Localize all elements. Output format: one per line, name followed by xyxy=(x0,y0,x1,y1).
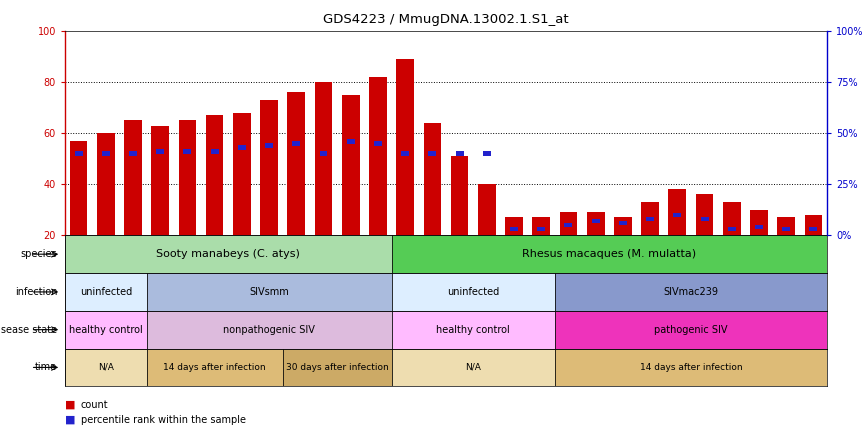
Bar xyxy=(397,59,414,235)
Bar xyxy=(74,151,82,156)
Text: uninfected: uninfected xyxy=(80,287,132,297)
Bar xyxy=(314,82,333,235)
Bar xyxy=(559,212,578,235)
Bar xyxy=(369,77,387,235)
Bar xyxy=(282,349,391,386)
Bar xyxy=(805,215,822,235)
Text: GDS4223 / MmugDNA.13002.1.S1_at: GDS4223 / MmugDNA.13002.1.S1_at xyxy=(323,13,569,26)
Text: healthy control: healthy control xyxy=(436,325,510,335)
Bar xyxy=(810,227,818,231)
Text: N/A: N/A xyxy=(465,363,481,372)
Text: ■: ■ xyxy=(65,400,75,410)
Bar xyxy=(260,100,278,235)
Bar xyxy=(210,149,218,154)
Bar xyxy=(65,273,146,311)
Text: 14 days after infection: 14 days after infection xyxy=(164,363,266,372)
Bar xyxy=(238,145,246,150)
Bar xyxy=(146,311,391,349)
Bar xyxy=(565,223,572,227)
Bar xyxy=(320,151,327,156)
Bar xyxy=(587,212,604,235)
Bar xyxy=(505,218,523,235)
Bar xyxy=(391,311,555,349)
Bar xyxy=(152,126,169,235)
Bar xyxy=(65,311,146,349)
Bar xyxy=(129,151,137,156)
Text: Rhesus macaques (M. mulatta): Rhesus macaques (M. mulatta) xyxy=(522,249,696,259)
Bar xyxy=(483,151,491,156)
Bar xyxy=(646,217,654,221)
Text: Sooty manabeys (C. atys): Sooty manabeys (C. atys) xyxy=(157,249,301,259)
Bar xyxy=(619,221,627,226)
Bar xyxy=(778,218,795,235)
Text: species: species xyxy=(21,249,57,259)
Bar xyxy=(206,115,223,235)
Bar xyxy=(65,235,391,273)
Text: 30 days after infection: 30 days after infection xyxy=(286,363,389,372)
Bar xyxy=(591,219,599,223)
Bar xyxy=(478,184,495,235)
Bar xyxy=(97,133,114,235)
Text: SIVsmm: SIVsmm xyxy=(249,287,289,297)
Bar xyxy=(674,213,682,217)
Text: pathogenic SIV: pathogenic SIV xyxy=(654,325,727,335)
Text: percentile rank within the sample: percentile rank within the sample xyxy=(81,415,246,425)
Bar xyxy=(555,273,827,311)
Text: ■: ■ xyxy=(65,415,75,425)
Bar xyxy=(65,349,146,386)
Bar xyxy=(374,141,382,146)
Text: nonpathogenic SIV: nonpathogenic SIV xyxy=(223,325,315,335)
Bar xyxy=(342,95,359,235)
Bar xyxy=(510,227,518,231)
Bar xyxy=(146,349,282,386)
Bar xyxy=(102,151,110,156)
Bar xyxy=(750,210,768,235)
Bar xyxy=(391,273,555,311)
Bar xyxy=(555,349,827,386)
Text: time: time xyxy=(36,362,57,373)
Bar xyxy=(669,190,686,235)
Text: uninfected: uninfected xyxy=(447,287,500,297)
Bar xyxy=(233,113,251,235)
Bar xyxy=(614,218,631,235)
Text: disease state: disease state xyxy=(0,325,57,335)
Bar xyxy=(641,202,659,235)
Bar xyxy=(782,227,790,231)
Bar xyxy=(429,151,436,156)
Bar xyxy=(391,349,555,386)
Text: healthy control: healthy control xyxy=(69,325,143,335)
Bar xyxy=(124,120,142,235)
Bar xyxy=(401,151,409,156)
Text: N/A: N/A xyxy=(98,363,113,372)
Bar xyxy=(265,143,273,148)
Bar xyxy=(178,120,197,235)
Bar xyxy=(293,141,301,146)
Bar xyxy=(346,139,355,144)
Text: infection: infection xyxy=(15,287,57,297)
Text: count: count xyxy=(81,400,108,410)
Text: 14 days after infection: 14 days after infection xyxy=(640,363,742,372)
Text: SIVmac239: SIVmac239 xyxy=(663,287,719,297)
Bar xyxy=(695,194,714,235)
Bar xyxy=(701,217,708,221)
Bar xyxy=(450,156,469,235)
Bar xyxy=(184,149,191,154)
Bar xyxy=(69,141,87,235)
Bar xyxy=(146,273,391,311)
Bar xyxy=(533,218,550,235)
Bar xyxy=(537,227,546,231)
Bar xyxy=(288,92,305,235)
Bar xyxy=(456,151,463,156)
Bar xyxy=(723,202,740,235)
Bar xyxy=(391,235,827,273)
Bar xyxy=(727,227,736,231)
Bar xyxy=(555,311,827,349)
Bar xyxy=(755,225,763,230)
Bar xyxy=(423,123,441,235)
Bar xyxy=(156,149,165,154)
